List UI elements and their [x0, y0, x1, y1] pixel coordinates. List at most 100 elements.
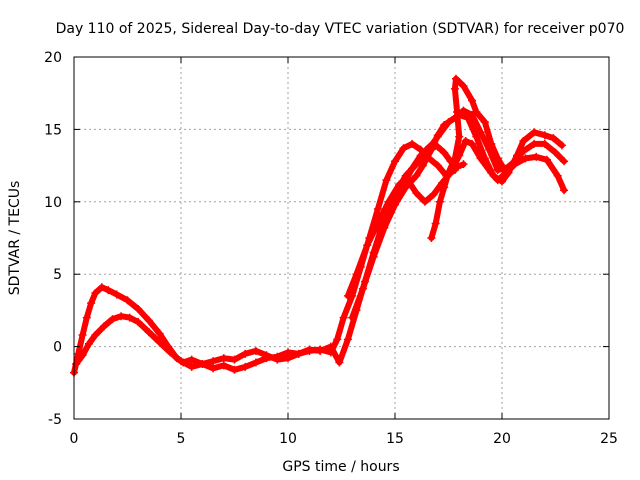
data-point: [78, 351, 87, 360]
data-point: [112, 290, 121, 299]
data-series: [70, 74, 569, 377]
data-point: [262, 354, 271, 363]
data-point: [498, 161, 506, 170]
data-point: [459, 81, 468, 90]
data-point: [502, 168, 511, 177]
data-point: [209, 357, 218, 366]
data-point: [429, 190, 438, 199]
data-point: [461, 136, 470, 145]
data-point: [487, 168, 496, 177]
data-point: [493, 165, 502, 174]
data-point: [166, 348, 175, 357]
data-point: [493, 154, 502, 163]
data-point: [348, 313, 357, 322]
data-point: [519, 136, 528, 145]
x-tick-label: 15: [386, 431, 404, 447]
data-point: [476, 128, 485, 137]
data-point: [476, 154, 485, 163]
x-tick-label: 25: [600, 431, 618, 447]
data-point: [551, 148, 560, 157]
data-point: [363, 241, 372, 250]
data-point: [549, 134, 558, 143]
y-tick-labels: -5 0 5 10 15 20: [44, 50, 62, 428]
axis-ticks: [73, 56, 610, 420]
data-point: [487, 139, 496, 148]
data-point: [177, 357, 185, 366]
data-point: [380, 223, 389, 232]
data-point: [542, 155, 551, 164]
data-point: [326, 342, 335, 351]
data-point: [521, 154, 530, 163]
data-point: [134, 317, 143, 326]
data-point: [472, 132, 481, 141]
data-point: [540, 131, 549, 140]
y-tick-label: 10: [44, 195, 62, 211]
data-point: [468, 96, 477, 105]
data-point: [532, 152, 541, 161]
data-point: [316, 346, 325, 355]
y-axis-label: SDTVAR / TECUs: [7, 181, 23, 296]
data-point: [82, 313, 91, 322]
data-point: [540, 139, 549, 148]
data-point: [420, 197, 429, 206]
data-point: [294, 349, 303, 358]
chart-title: Day 110 of 2025, Sidereal Day-to-day VTE…: [56, 21, 625, 37]
data-point: [450, 84, 459, 93]
data-point: [450, 154, 459, 163]
data-point: [187, 362, 196, 371]
data-point: [553, 171, 562, 180]
data-point: [241, 349, 250, 358]
data-point: [391, 194, 399, 203]
data-point: [343, 291, 352, 300]
y-tick-label: 0: [53, 340, 62, 356]
data-point: [104, 286, 113, 295]
data-point: [433, 131, 442, 140]
data-point: [219, 361, 228, 370]
data-point: [125, 313, 134, 322]
data-point: [187, 355, 196, 364]
data-point: [412, 189, 421, 198]
series-track-5: [427, 74, 506, 242]
data-point: [91, 331, 100, 340]
data-point: [219, 354, 228, 363]
data-point: [343, 335, 352, 344]
data-point: [335, 358, 344, 367]
y-tick-label: -5: [48, 412, 62, 428]
data-point: [155, 329, 164, 338]
data-point: [433, 161, 442, 170]
x-tick-label: 20: [493, 431, 511, 447]
data-point: [339, 313, 348, 322]
data-point: [440, 121, 449, 130]
data-point: [451, 74, 460, 83]
data-point: [455, 132, 464, 141]
data-point: [273, 352, 282, 361]
plot-frame: [73, 56, 610, 420]
data-point: [418, 161, 427, 170]
data-point: [472, 108, 481, 117]
x-tick-labels: 0 5 10 15 20 25: [70, 431, 618, 447]
data-point: [333, 335, 342, 344]
data-point: [391, 157, 399, 166]
data-point: [480, 118, 489, 127]
data-point: [416, 151, 425, 160]
data-point: [305, 345, 314, 354]
data-point: [408, 164, 417, 173]
data-point: [251, 346, 260, 355]
data-point: [144, 328, 153, 337]
data-point: [408, 139, 417, 148]
data-point: [493, 176, 502, 185]
data-point: [230, 355, 239, 364]
data-point: [399, 180, 408, 189]
data-point: [510, 160, 519, 169]
data-point: [453, 163, 462, 172]
data-point: [530, 139, 539, 148]
data-point: [427, 234, 436, 242]
data-point: [241, 362, 250, 371]
data-point: [358, 284, 367, 293]
x-tick-label: 10: [279, 431, 297, 447]
data-point: [91, 289, 100, 298]
data-point: [459, 106, 468, 115]
data-point: [433, 142, 442, 151]
data-point: [431, 219, 440, 228]
